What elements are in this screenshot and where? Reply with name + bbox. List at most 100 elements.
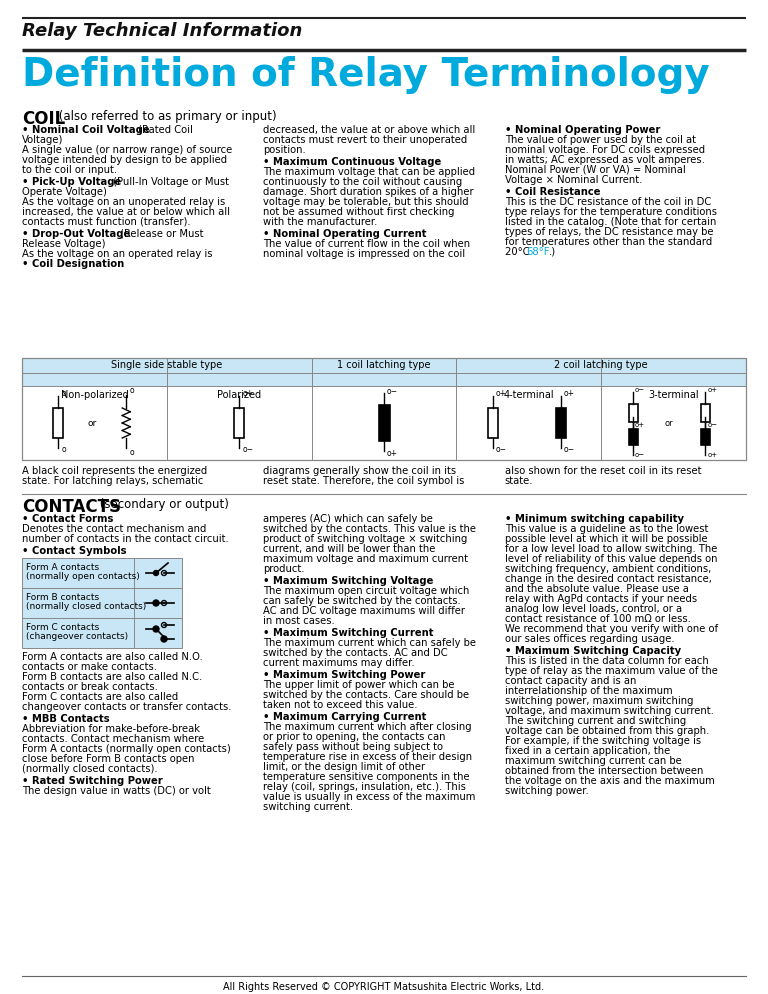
Text: For example, if the switching voltage is: For example, if the switching voltage is: [505, 736, 700, 746]
Text: contact resistance of 100 mΩ or less.: contact resistance of 100 mΩ or less.: [505, 614, 690, 624]
Text: and the absolute value. Please use a: and the absolute value. Please use a: [505, 584, 689, 594]
Text: continuously to the coil without causing: continuously to the coil without causing: [263, 177, 462, 187]
Text: (normally open contacts): (normally open contacts): [26, 572, 140, 581]
Text: A single value (or narrow range) of source: A single value (or narrow range) of sour…: [22, 145, 232, 155]
Text: can safely be switched by the contacts.: can safely be switched by the contacts.: [263, 596, 461, 606]
Bar: [601, 373, 746, 386]
Bar: [701, 404, 710, 422]
Text: o+: o+: [635, 422, 645, 428]
Bar: [628, 404, 637, 422]
Text: Voltage × Nominal Current.: Voltage × Nominal Current.: [505, 175, 642, 185]
Text: (Release or Must: (Release or Must: [117, 229, 204, 239]
Text: The design value in watts (DC) or volt: The design value in watts (DC) or volt: [22, 786, 210, 796]
Text: voltage intended by design to be applied: voltage intended by design to be applied: [22, 155, 227, 165]
Text: o: o: [129, 386, 134, 395]
Text: number of contacts in the contact circuit.: number of contacts in the contact circui…: [22, 534, 229, 544]
Text: • Coil Designation: • Coil Designation: [22, 259, 124, 269]
Text: contacts or make contacts.: contacts or make contacts.: [22, 662, 157, 672]
Text: maximum switching current can be: maximum switching current can be: [505, 756, 681, 766]
Text: Definition of Relay Terminology: Definition of Relay Terminology: [22, 56, 710, 94]
Text: The upper limit of power which can be: The upper limit of power which can be: [263, 680, 455, 690]
Text: • Rated Switching Power: • Rated Switching Power: [22, 776, 163, 786]
Text: o: o: [61, 445, 66, 454]
Text: switching power, maximum switching: switching power, maximum switching: [505, 696, 694, 706]
Bar: [312, 373, 456, 386]
Text: COIL: COIL: [22, 110, 65, 128]
Text: The maximum voltage that can be applied: The maximum voltage that can be applied: [263, 167, 475, 177]
Text: Denotes the contact mechanism and: Denotes the contact mechanism and: [22, 524, 207, 534]
Text: (Rated Coil: (Rated Coil: [135, 125, 193, 135]
Text: • Nominal Coil Voltage: • Nominal Coil Voltage: [22, 125, 150, 135]
Text: • Maximum Switching Current: • Maximum Switching Current: [263, 628, 434, 638]
Text: analog low level loads, control, or a: analog low level loads, control, or a: [505, 604, 682, 614]
Bar: [556, 408, 566, 438]
Text: nominal voltage is impressed on the coil: nominal voltage is impressed on the coil: [263, 249, 465, 259]
Text: Form A contacts: Form A contacts: [26, 563, 99, 572]
Text: damage. Short duration spikes of a higher: damage. Short duration spikes of a highe…: [263, 187, 474, 197]
Text: contacts must revert to their unoperated: contacts must revert to their unoperated: [263, 135, 468, 145]
Bar: [167, 373, 312, 386]
Text: Abbreviation for make-before-break: Abbreviation for make-before-break: [22, 724, 200, 734]
Text: limit, or the design limit of other: limit, or the design limit of other: [263, 762, 425, 772]
Text: taken not to exceed this value.: taken not to exceed this value.: [263, 700, 418, 710]
Text: 20°C: 20°C: [505, 247, 532, 257]
Text: o+: o+: [242, 390, 253, 399]
Text: • Nominal Operating Power: • Nominal Operating Power: [505, 125, 660, 135]
Text: 3-terminal: 3-terminal: [648, 390, 699, 400]
Text: product of switching voltage × switching: product of switching voltage × switching: [263, 534, 468, 544]
Text: All Rights Reserved © COPYRIGHT Matsushita Electric Works, Ltd.: All Rights Reserved © COPYRIGHT Matsushi…: [223, 982, 545, 992]
Text: This is listed in the data column for each: This is listed in the data column for ea…: [505, 656, 708, 666]
Text: product.: product.: [263, 564, 305, 574]
Text: changeover contacts or transfer contacts.: changeover contacts or transfer contacts…: [22, 702, 231, 712]
Text: • Maximum Switching Power: • Maximum Switching Power: [263, 670, 425, 680]
Bar: [22, 588, 182, 618]
Text: voltage may be tolerable, but this should: voltage may be tolerable, but this shoul…: [263, 197, 469, 207]
Text: • Minimum switching capability: • Minimum switching capability: [505, 514, 684, 524]
Text: type relays for the temperature conditions: type relays for the temperature conditio…: [505, 207, 717, 217]
Text: relay (coil, springs, insulation, etc.). This: relay (coil, springs, insulation, etc.).…: [263, 782, 466, 792]
Text: 4-terminal: 4-terminal: [504, 390, 554, 400]
Text: contacts or break contacts.: contacts or break contacts.: [22, 682, 158, 692]
Text: (normally closed contacts): (normally closed contacts): [26, 602, 146, 611]
Text: switching power.: switching power.: [505, 786, 588, 796]
Text: o+: o+: [495, 390, 507, 399]
Text: o+: o+: [707, 452, 717, 458]
Text: in most cases.: in most cases.: [263, 616, 335, 626]
Text: Form B contacts are also called N.C.: Form B contacts are also called N.C.: [22, 672, 202, 682]
Text: (changeover contacts): (changeover contacts): [26, 632, 128, 641]
Text: o+: o+: [387, 448, 398, 457]
Text: change in the desired contact resistance,: change in the desired contact resistance…: [505, 574, 711, 584]
Text: types of relays, the DC resistance may be: types of relays, the DC resistance may b…: [505, 227, 713, 237]
Text: Single side stable type: Single side stable type: [111, 361, 223, 371]
Text: • Maximum Switching Voltage: • Maximum Switching Voltage: [263, 576, 434, 586]
Text: o−: o−: [635, 452, 645, 458]
Text: o−: o−: [707, 422, 717, 428]
Text: reset state. Therefore, the coil symbol is: reset state. Therefore, the coil symbol …: [263, 476, 465, 486]
Circle shape: [153, 600, 159, 606]
Text: This is the DC resistance of the coil in DC: This is the DC resistance of the coil in…: [505, 197, 711, 207]
Text: • Drop-Out Voltage: • Drop-Out Voltage: [22, 229, 131, 239]
Text: temperature rise in excess of their design: temperature rise in excess of their desi…: [263, 752, 472, 762]
Text: o+: o+: [707, 387, 717, 393]
Text: o: o: [61, 390, 66, 399]
Text: switched by the contacts. AC and DC: switched by the contacts. AC and DC: [263, 648, 448, 658]
Text: switching frequency, ambient conditions,: switching frequency, ambient conditions,: [505, 564, 711, 574]
Text: AC and DC voltage maximums will differ: AC and DC voltage maximums will differ: [263, 606, 465, 616]
Text: The maximum open circuit voltage which: The maximum open circuit voltage which: [263, 586, 470, 596]
Text: switched by the contacts. Care should be: switched by the contacts. Care should be: [263, 690, 469, 700]
Bar: [22, 618, 182, 648]
Text: Form C contacts: Form C contacts: [26, 623, 99, 632]
Text: with the manufacturer.: with the manufacturer.: [263, 217, 378, 227]
Text: obtained from the intersection between: obtained from the intersection between: [505, 766, 703, 776]
Bar: [701, 429, 710, 445]
Text: also shown for the reset coil in its reset: also shown for the reset coil in its res…: [505, 466, 701, 476]
Text: temperature sensitive components in the: temperature sensitive components in the: [263, 772, 470, 782]
Bar: [628, 429, 637, 445]
Text: our sales offices regarding usage.: our sales offices regarding usage.: [505, 634, 674, 644]
Text: • Maximum Continuous Voltage: • Maximum Continuous Voltage: [263, 157, 442, 167]
Text: The switching current and switching: The switching current and switching: [505, 716, 686, 726]
Text: possible level at which it will be possible: possible level at which it will be possi…: [505, 534, 707, 544]
Text: As the voltage on an unoperated relay is: As the voltage on an unoperated relay is: [22, 197, 225, 207]
Text: for a low level load to allow switching. The: for a low level load to allow switching.…: [505, 544, 717, 554]
Bar: [22, 358, 746, 460]
